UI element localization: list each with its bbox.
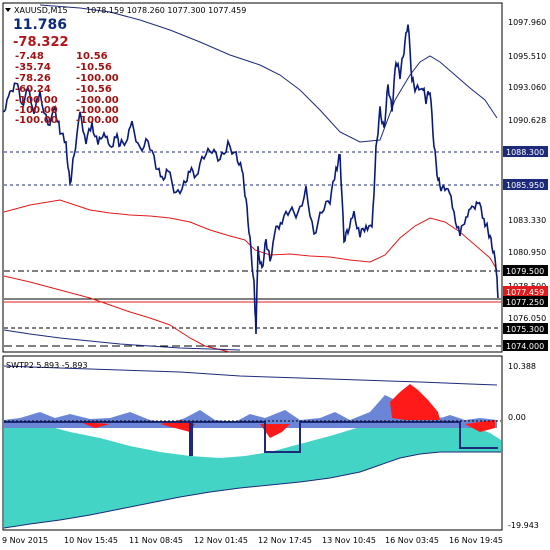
current-price-marker: 1077.459 bbox=[503, 286, 548, 297]
boxed-price-label[interactable]: 1088.300 bbox=[503, 146, 548, 157]
price-label-text: 1085.950 bbox=[506, 181, 544, 190]
indicator-cyan-boundary bbox=[3, 451, 501, 529]
time-tick: 12 Nov 01:45 bbox=[194, 536, 248, 545]
overlay-left: -7.48 bbox=[15, 51, 44, 62]
price-pane[interactable] bbox=[2, 2, 503, 353]
price-tick: 1076.050 bbox=[508, 314, 546, 323]
current-price-text: 1077.459 bbox=[506, 288, 544, 297]
overlay-left: -100.00 bbox=[15, 115, 58, 126]
price-tick: 1090.628 bbox=[508, 116, 546, 125]
boxed-price-label[interactable]: 1074.000 bbox=[503, 340, 548, 351]
boxed-price-label[interactable]: 1077.250 bbox=[503, 296, 548, 307]
overlay-left: -35.74 bbox=[15, 62, 51, 73]
price-tick: 1095.510 bbox=[508, 52, 546, 61]
overlay-right: -10.56 bbox=[76, 62, 112, 73]
time-tick: 10 Nov 15:45 bbox=[64, 536, 118, 545]
overlay-left: -100.00 bbox=[15, 95, 58, 106]
indicator-upper-line bbox=[3, 365, 498, 386]
ma-dark-line bbox=[39, 4, 498, 143]
overlay-right: -100.00 bbox=[76, 95, 119, 106]
indicator-cyan-area bbox=[4, 416, 501, 528]
boxed-price-label[interactable]: 1085.950 bbox=[503, 179, 548, 190]
indicator-title: SWTP2 5.893 -5.893 bbox=[6, 361, 88, 370]
overlay-right: -100.00 bbox=[76, 115, 119, 126]
indicator-red-area-2 bbox=[80, 420, 495, 438]
time-tick: 9 Nov 2015 bbox=[2, 536, 48, 545]
ma-dark-lower-line bbox=[3, 329, 241, 351]
price-axis: 1097.960 1095.510 1093.060 1090.628 1083… bbox=[508, 18, 546, 323]
overlay-right: -10.56 bbox=[76, 84, 112, 95]
overlay-right: -100.00 bbox=[76, 105, 119, 116]
price-label-text: 1088.300 bbox=[506, 148, 544, 157]
price-tick: 1083.330 bbox=[508, 216, 546, 225]
ohlc-values: 1078.159 1078.260 1077.300 1077.459 bbox=[86, 6, 246, 15]
time-tick: 16 Nov 19:45 bbox=[449, 536, 503, 545]
price-label-text: 1074.000 bbox=[506, 342, 544, 351]
overlay-right: 10.56 bbox=[76, 51, 108, 62]
price-line bbox=[3, 24, 499, 335]
chevron-down-icon[interactable] bbox=[5, 8, 11, 12]
boxed-price-label[interactable]: 1075.300 bbox=[503, 323, 548, 334]
time-tick: 16 Nov 03:45 bbox=[385, 536, 439, 545]
indicator-tick: 10.388 bbox=[508, 362, 536, 371]
price-label-text: 1077.250 bbox=[506, 298, 544, 307]
time-axis: 9 Nov 2015 10 Nov 15:45 11 Nov 08:45 12 … bbox=[2, 536, 503, 545]
time-tick: 13 Nov 10:45 bbox=[322, 536, 376, 545]
overlay-left: -78.26 bbox=[15, 73, 51, 84]
price-tick: 1093.060 bbox=[508, 83, 546, 92]
time-tick: 11 Nov 08:45 bbox=[129, 536, 183, 545]
price-label-text: 1075.300 bbox=[506, 325, 544, 334]
indicator-step-line bbox=[4, 421, 498, 456]
price-tick: 1080.950 bbox=[508, 248, 546, 257]
overlay-big-value-red: -78.322 bbox=[13, 35, 69, 50]
indicator-red-area bbox=[390, 384, 440, 420]
overlay-table: -7.48 10.56 -35.74 -10.56 -78.26 -100.00… bbox=[15, 51, 119, 126]
symbol-timeframe: XAUUSD,M15 bbox=[14, 6, 68, 15]
ma-red-lower-line bbox=[3, 275, 231, 353]
price-tick: 1097.960 bbox=[508, 18, 546, 27]
indicator-tick: -19.943 bbox=[508, 521, 539, 530]
time-tick: 12 Nov 17:45 bbox=[258, 536, 312, 545]
overlay-right: -100.00 bbox=[76, 73, 119, 84]
overlay-left: -60.24 bbox=[15, 84, 51, 95]
overlay-left: -100.00 bbox=[15, 105, 58, 116]
overlay-big-value: 11.786 bbox=[13, 17, 67, 33]
indicator-tick: 0.00 bbox=[508, 413, 526, 422]
price-label-text: 1079.500 bbox=[506, 267, 544, 276]
indicator-blue-area bbox=[4, 395, 497, 428]
boxed-price-label[interactable]: 1079.500 bbox=[503, 265, 548, 276]
